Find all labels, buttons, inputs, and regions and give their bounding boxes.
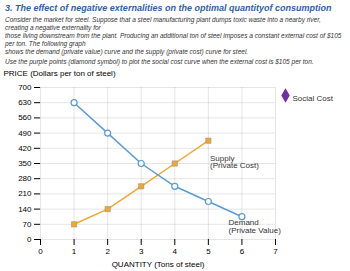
svg-text:1: 1: [72, 247, 77, 256]
svg-text:Social Cost: Social Cost: [293, 94, 334, 103]
svg-text:420: 420: [18, 143, 32, 152]
svg-text:QUANTITY (Tons of steel): QUANTITY (Tons of steel): [112, 259, 205, 268]
svg-text:0: 0: [27, 235, 32, 244]
svg-text:70: 70: [23, 219, 32, 228]
svg-text:3: 3: [139, 247, 144, 256]
svg-text:630: 630: [18, 98, 32, 107]
html-text:Consider the market for steel.: Consider the market for steel. Suppose t…: [5, 15, 342, 56]
svg-text:Demand(Private Value): Demand(Private Value): [229, 217, 282, 234]
html-text:3. The effect of negative exte: 3. The effect of negative externalities …: [5, 3, 332, 13]
svg-text:PRICE (Dollars per ton of stee: PRICE (Dollars per ton of steel): [4, 69, 116, 78]
svg-text:700: 700: [18, 83, 32, 92]
svg-text:6: 6: [240, 247, 245, 256]
svg-text:280: 280: [18, 174, 32, 183]
svg-text:140: 140: [18, 204, 32, 213]
svg-text:5: 5: [206, 247, 211, 256]
svg-text:490: 490: [18, 128, 32, 137]
svg-text:350: 350: [18, 159, 32, 168]
svg-text:2: 2: [105, 247, 110, 256]
svg-text:210: 210: [18, 189, 32, 198]
svg-text:560: 560: [18, 113, 32, 122]
svg-text:0: 0: [38, 247, 43, 256]
svg-text:Supply(Private Cost): Supply(Private Cost): [210, 153, 259, 170]
svg-text:7: 7: [273, 247, 278, 256]
svg-text:4: 4: [173, 247, 178, 256]
html-text:Use the purple points (diamond: Use the purple points (diamond symbol) t…: [5, 58, 314, 66]
